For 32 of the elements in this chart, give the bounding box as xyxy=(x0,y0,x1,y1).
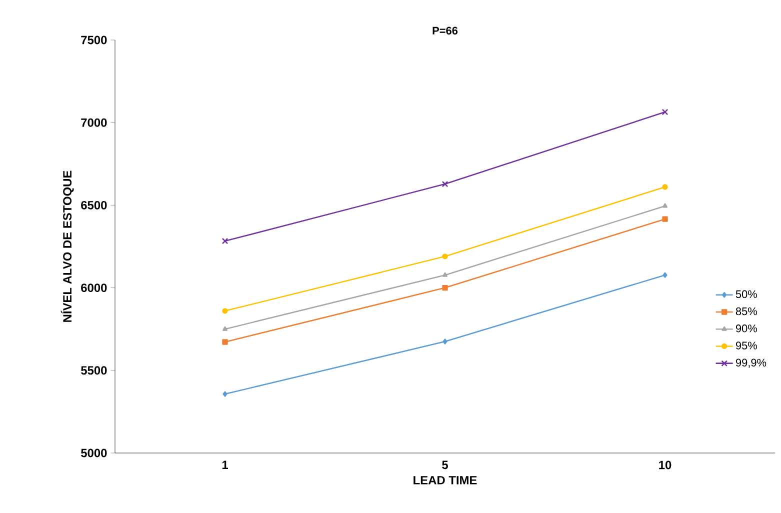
point xyxy=(222,326,228,331)
x-tick-label: 10 xyxy=(659,460,672,470)
x-tick-label: 1 xyxy=(222,460,228,469)
legend-label: 50% xyxy=(736,290,757,298)
point xyxy=(662,216,668,222)
point xyxy=(662,184,668,190)
y-tick-label: 6000 xyxy=(81,284,107,292)
y-axis-title: NÍVEL ALVO DE ESTOQUE xyxy=(60,170,74,322)
point xyxy=(222,238,228,244)
point xyxy=(222,391,228,397)
y-tick-label: 7500 xyxy=(81,36,107,44)
chart-title: P=66 xyxy=(432,26,458,34)
point xyxy=(662,203,668,208)
point xyxy=(442,272,448,277)
point xyxy=(442,181,448,188)
legend-label: 90% xyxy=(736,324,757,332)
legend-label: 95% xyxy=(736,342,757,350)
point xyxy=(662,109,668,116)
point xyxy=(662,272,668,278)
y-tick-label: 6500 xyxy=(81,200,107,210)
y-tick-label: 5500 xyxy=(81,366,107,375)
point xyxy=(222,308,228,314)
y-tick-label: 5000 xyxy=(81,448,107,458)
x-axis-title: LEAD TIME xyxy=(414,476,477,484)
legend-label: 85% xyxy=(736,307,757,316)
x-tick-label: 5 xyxy=(442,460,448,470)
y-tick-label: 7000 xyxy=(81,118,107,127)
point xyxy=(442,254,448,260)
point xyxy=(442,284,448,291)
point xyxy=(442,338,448,344)
legend-label: 99,9% xyxy=(736,358,766,368)
point xyxy=(222,339,228,345)
